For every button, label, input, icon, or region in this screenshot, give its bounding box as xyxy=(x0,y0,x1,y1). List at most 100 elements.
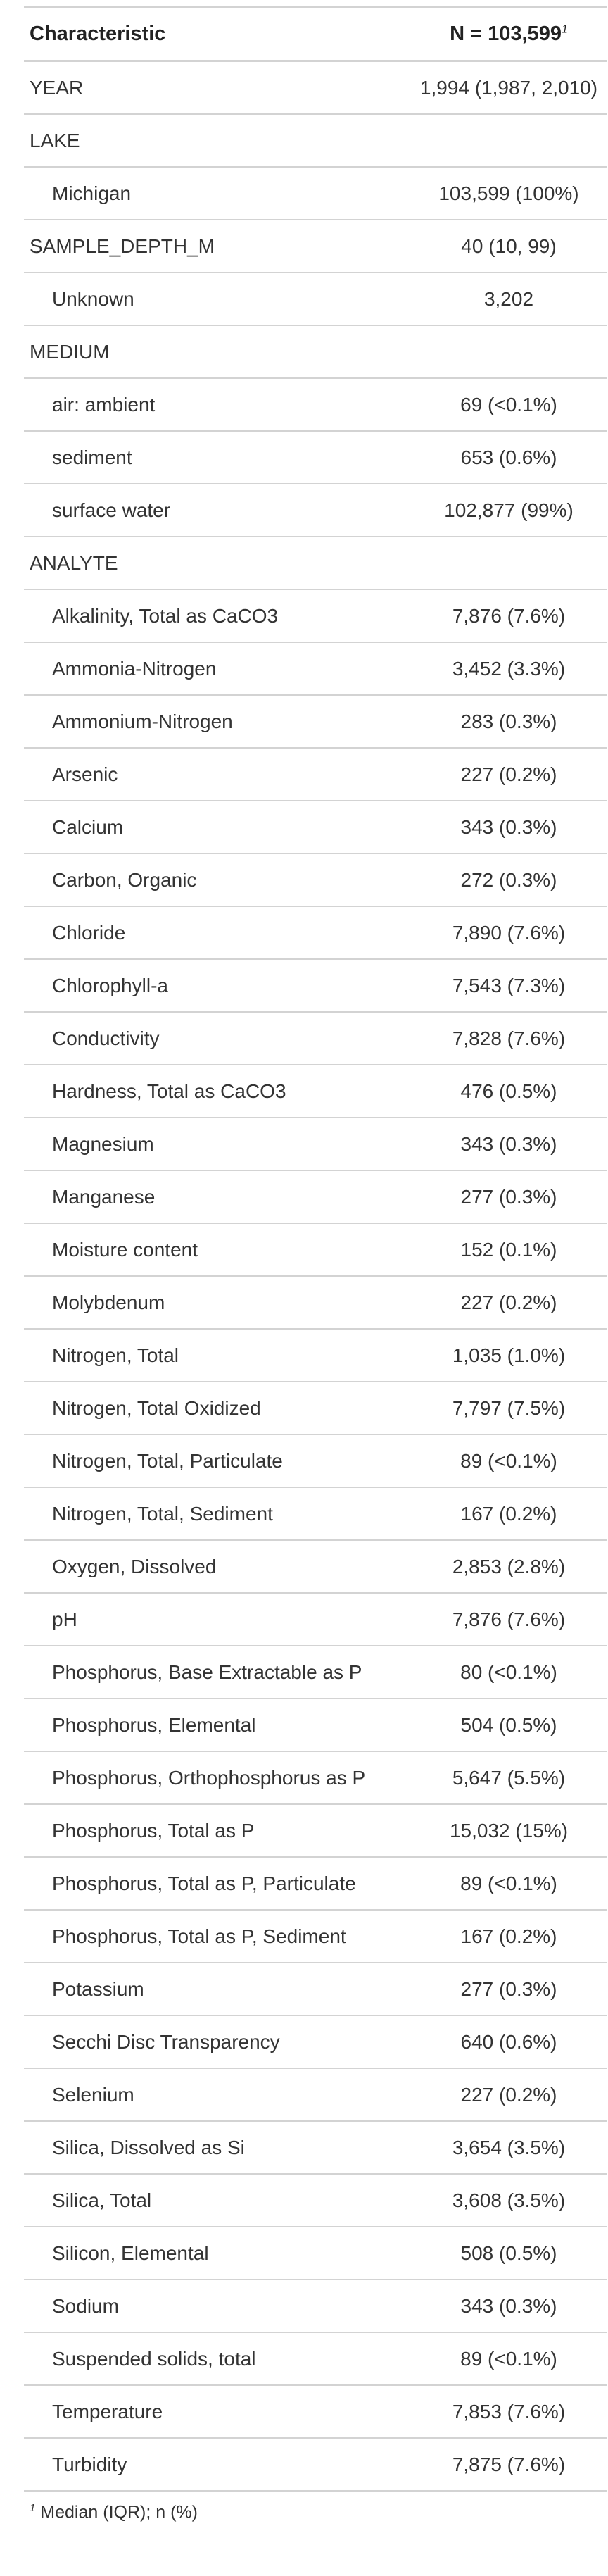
row-level-label: Hardness, Total as CaCO3 xyxy=(24,1065,411,1118)
row-level-label: Nitrogen, Total xyxy=(24,1329,411,1382)
table-row: Chlorophyll-a 7,543 (7.3%) xyxy=(24,959,607,1013)
table-row: Nitrogen, Total, Sediment 167 (0.2%) xyxy=(24,1487,607,1541)
row-level-label: Oxygen, Dissolved xyxy=(24,1540,411,1594)
row-level-label: Molybdenum xyxy=(24,1276,411,1330)
table-row: Suspended solids, total 89 (<0.1%) xyxy=(24,2332,607,2386)
row-level-label: Nitrogen, Total, Particulate xyxy=(24,1434,411,1488)
row-level-label: surface water xyxy=(24,484,411,537)
table-row: Phosphorus, Orthophosphorus as P 5,647 (5… xyxy=(24,1751,607,1805)
row-value: 3,654 (3.5%) xyxy=(411,2121,607,2175)
row-value: 283 (0.3%) xyxy=(411,695,607,749)
row-value: 89 (<0.1%) xyxy=(411,1857,607,1911)
row-value: 3,452 (3.3%) xyxy=(411,642,607,696)
table-row: YEAR 1,994 (1,987, 2,010) xyxy=(24,61,607,115)
table-row: Phosphorus, Elemental 504 (0.5%) xyxy=(24,1699,607,1752)
row-level-label: Michigan xyxy=(24,167,411,220)
row-level-label: Phosphorus, Total as P, Sediment xyxy=(24,1910,411,1963)
header-characteristic: Characteristic xyxy=(24,6,411,62)
table-row: Nitrogen, Total Oxidized 7,797 (7.5%) xyxy=(24,1382,607,1435)
table-row: Conductivity 7,828 (7.6%) xyxy=(24,1012,607,1065)
table-row: Alkalinity, Total as CaCO3 7,876 (7.6%) xyxy=(24,589,607,643)
table-row: Hardness, Total as CaCO3 476 (0.5%) xyxy=(24,1065,607,1118)
row-value: 7,876 (7.6%) xyxy=(411,1593,607,1646)
header-n-label: N = 103,599 xyxy=(450,22,562,45)
table-row: Manganese 277 (0.3%) xyxy=(24,1170,607,1224)
row-value: 343 (0.3%) xyxy=(411,2280,607,2333)
row-level-label: Sodium xyxy=(24,2280,411,2333)
row-variable-label: ANALYTE xyxy=(24,537,411,590)
table-row: Phosphorus, Total as P 15,032 (15%) xyxy=(24,1804,607,1858)
row-value: 277 (0.3%) xyxy=(411,1170,607,1224)
row-level-label: Secchi Disc Transparency xyxy=(24,2015,411,2069)
row-level-label: pH xyxy=(24,1593,411,1646)
table-row: Ammonia-Nitrogen 3,452 (3.3%) xyxy=(24,642,607,696)
row-level-label: Silicon, Elemental xyxy=(24,2227,411,2280)
row-level-label: Potassium xyxy=(24,1963,411,2016)
table-row: Phosphorus, Total as P, Particulate 89 (<… xyxy=(24,1857,607,1911)
table-row: Potassium 277 (0.3%) xyxy=(24,1963,607,2016)
row-level-label: sediment xyxy=(24,431,411,484)
row-value: 653 (0.6%) xyxy=(411,431,607,484)
table-row: surface water 102,877 (99%) xyxy=(24,484,607,537)
table-row: Calcium 343 (0.3%) xyxy=(24,801,607,854)
row-level-label: Phosphorus, Total as P, Particulate xyxy=(24,1857,411,1911)
table-row: Moisture content 152 (0.1%) xyxy=(24,1223,607,1277)
row-value: 343 (0.3%) xyxy=(411,1118,607,1171)
row-value: 1,994 (1,987, 2,010) xyxy=(411,61,607,115)
row-value: 7,828 (7.6%) xyxy=(411,1012,607,1065)
table-row: Phosphorus, Base Extractable as P 80 (<0.… xyxy=(24,1646,607,1699)
table-row: Silica, Total 3,608 (3.5%) xyxy=(24,2174,607,2227)
row-level-label: Phosphorus, Total as P xyxy=(24,1804,411,1858)
table-row: Silicon, Elemental 508 (0.5%) xyxy=(24,2227,607,2280)
row-value: 508 (0.5%) xyxy=(411,2227,607,2280)
table-row: Selenium 227 (0.2%) xyxy=(24,2068,607,2122)
row-value: 5,647 (5.5%) xyxy=(411,1751,607,1805)
table-body: YEAR 1,994 (1,987, 2,010) LAKE Michigan 103,… xyxy=(24,61,607,2492)
table-row: Ammonium-Nitrogen 283 (0.3%) xyxy=(24,695,607,749)
row-value: 7,890 (7.6%) xyxy=(411,906,607,960)
table-row: Unknown 3,202 xyxy=(24,273,607,326)
row-variable-label: MEDIUM xyxy=(24,325,411,379)
row-value: 504 (0.5%) xyxy=(411,1699,607,1752)
row-level-label: Alkalinity, Total as CaCO3 xyxy=(24,589,411,643)
table-footnote: 1 Median (IQR); n (%) xyxy=(24,2492,607,2522)
header-footnote-mark: 1 xyxy=(561,23,568,35)
row-level-label: Nitrogen, Total, Sediment xyxy=(24,1487,411,1541)
row-value: 40 (10, 99) xyxy=(411,220,607,273)
table-row: Secchi Disc Transparency 640 (0.6%) xyxy=(24,2015,607,2069)
row-value: 167 (0.2%) xyxy=(411,1910,607,1963)
row-value xyxy=(411,325,607,379)
table-row: SAMPLE_DEPTH_M 40 (10, 99) xyxy=(24,220,607,273)
row-level-label: Suspended solids, total xyxy=(24,2332,411,2386)
row-value: 227 (0.2%) xyxy=(411,1276,607,1330)
row-level-label: Chloride xyxy=(24,906,411,960)
row-level-label: Turbidity xyxy=(24,2438,411,2492)
row-value: 7,875 (7.6%) xyxy=(411,2438,607,2492)
row-level-label: Phosphorus, Base Extractable as P xyxy=(24,1646,411,1699)
row-value: 227 (0.2%) xyxy=(411,2068,607,2122)
table-row: Molybdenum 227 (0.2%) xyxy=(24,1276,607,1330)
row-value: 476 (0.5%) xyxy=(411,1065,607,1118)
row-value: 640 (0.6%) xyxy=(411,2015,607,2069)
row-level-label: Temperature xyxy=(24,2385,411,2439)
summary-table-container: Characteristic N = 103,5991 YEAR 1,994 (1… xyxy=(24,6,607,2522)
row-level-label: Calcium xyxy=(24,801,411,854)
row-level-label: Ammonia-Nitrogen xyxy=(24,642,411,696)
table-row: Magnesium 343 (0.3%) xyxy=(24,1118,607,1171)
row-level-label: Ammonium-Nitrogen xyxy=(24,695,411,749)
summary-table: Characteristic N = 103,5991 YEAR 1,994 (1… xyxy=(24,6,607,2492)
table-row: pH 7,876 (7.6%) xyxy=(24,1593,607,1646)
row-level-label: Silica, Total xyxy=(24,2174,411,2227)
row-level-label: Carbon, Organic xyxy=(24,854,411,907)
table-row: Phosphorus, Total as P, Sediment 167 (0.2… xyxy=(24,1910,607,1963)
row-level-label: Arsenic xyxy=(24,748,411,801)
row-level-label: Moisture content xyxy=(24,1223,411,1277)
row-level-label: Silica, Dissolved as Si xyxy=(24,2121,411,2175)
row-value: 89 (<0.1%) xyxy=(411,1434,607,1488)
header-n: N = 103,5991 xyxy=(411,6,607,62)
table-row: Turbidity 7,875 (7.6%) xyxy=(24,2438,607,2492)
row-value: 7,797 (7.5%) xyxy=(411,1382,607,1435)
table-row: LAKE xyxy=(24,114,607,168)
row-value: 277 (0.3%) xyxy=(411,1963,607,2016)
row-value: 69 (<0.1%) xyxy=(411,378,607,432)
